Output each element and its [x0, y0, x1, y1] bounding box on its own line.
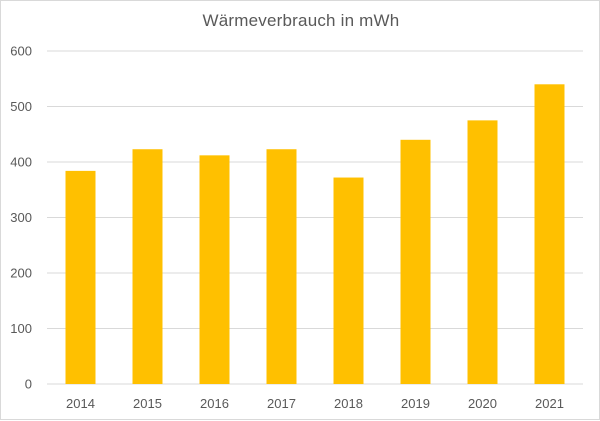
x-tick-label: 2020: [468, 396, 497, 411]
x-tick-label: 2019: [401, 396, 430, 411]
y-tick-label: 500: [10, 99, 32, 114]
bar-2021: [534, 84, 565, 385]
bar-2019: [400, 139, 431, 384]
y-tick-label: 300: [10, 210, 32, 225]
y-tick-label: 200: [10, 266, 32, 281]
bar-2020: [467, 120, 498, 384]
bar-2018: [333, 177, 364, 384]
x-tick-label: 2017: [267, 396, 296, 411]
y-tick-label: 600: [10, 44, 32, 59]
grid-lines: [47, 50, 583, 385]
x-tick-label: 2018: [334, 396, 363, 411]
y-tick-label: 0: [25, 377, 32, 392]
y-tick-label: 400: [10, 155, 32, 170]
bars: [65, 84, 565, 385]
bar-2016: [199, 155, 230, 384]
x-axis-tick-labels: 2014 2015 2016 2017 2018 2019 2020 2021: [66, 396, 564, 411]
y-axis-tick-labels: 0 100 200 300 400 500 600: [10, 44, 32, 392]
x-tick-label: 2021: [535, 396, 564, 411]
bar-2017: [266, 149, 297, 384]
bar-2015: [132, 149, 163, 384]
bar-2014: [65, 170, 96, 384]
x-tick-label: 2014: [66, 396, 95, 411]
chart-title: Wärmeverbrauch in mWh: [202, 11, 400, 30]
x-tick-label: 2016: [200, 396, 229, 411]
y-tick-label: 100: [10, 321, 32, 336]
x-tick-label: 2015: [133, 396, 162, 411]
